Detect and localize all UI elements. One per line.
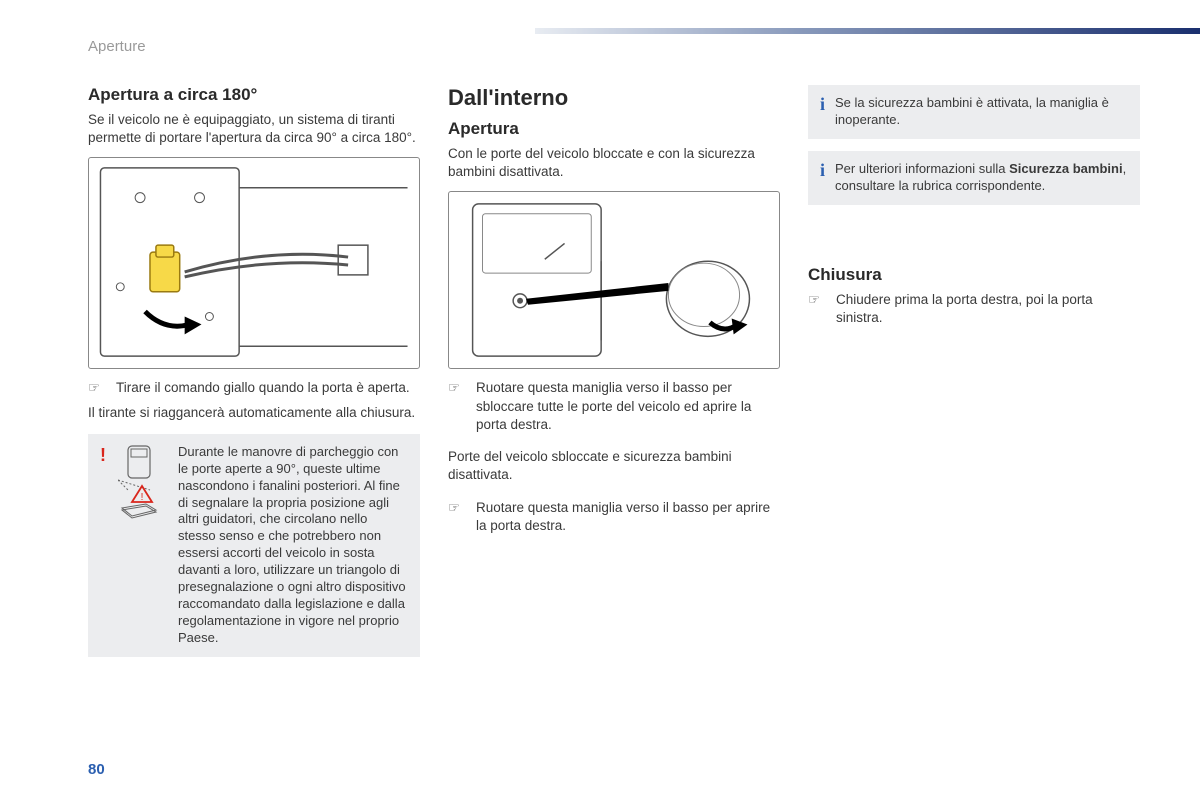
pointer-icon: ☞ [808,291,826,327]
figure-handle [448,191,780,369]
warning-text: Durante le manovre di parcheggio con le … [178,444,408,647]
header-gradient-bar [535,28,1200,34]
pointer-icon: ☞ [448,499,466,535]
col2-bullet-2-text: Ruotare questa maniglia verso il basso p… [476,499,780,535]
col2-h2: Dall'interno [448,85,780,111]
section-label: Aperture [88,38,146,55]
col1-intro: Se il veicolo ne è equipaggiato, un sist… [88,111,420,147]
col2-mid: Porte del veicolo sbloccate e sicurezza … [448,448,780,484]
warning-callout: ! ! Durante le manovre di parcheggio con… [88,434,420,657]
info-icon: i [820,161,825,195]
info2-pre: Per ulteriori informazioni sulla [835,161,1009,176]
col3-bullet-1: ☞ Chiudere prima la porta destra, poi la… [808,291,1140,327]
col3-h3: Chiusura [808,265,1140,285]
column-1: Apertura a circa 180° Se il veicolo ne è… [88,85,420,669]
col2-intro: Con le porte del veicolo bloccate e con … [448,145,780,181]
info1-text: Se la sicurezza bambini è attivata, la m… [835,95,1128,129]
col2-bullet-1: ☞ Ruotare questa maniglia verso il basso… [448,379,780,434]
info-icon: i [820,95,825,129]
page-number: 80 [88,761,105,778]
column-3: i Se la sicurezza bambini è attivata, la… [808,85,1140,669]
col1-bullet-1-text: Tirare il comando giallo quando la porta… [116,379,420,397]
info2-text: Per ulteriori informazioni sulla Sicurez… [835,161,1128,195]
warning-pictogram: ! [116,444,162,524]
col2-h3: Apertura [448,119,780,139]
col3-bullet-1-text: Chiudere prima la porta destra, poi la p… [836,291,1140,327]
column-2: Dall'interno Apertura Con le porte del v… [448,85,780,669]
pointer-icon: ☞ [88,379,106,397]
svg-text:!: ! [141,492,144,503]
col1-bullet-1: ☞ Tirare il comando giallo quando la por… [88,379,420,397]
info-callout-1: i Se la sicurezza bambini è attivata, la… [808,85,1140,139]
info-callout-2: i Per ulteriori informazioni sulla Sicur… [808,151,1140,205]
col1-after: Il tirante si riaggancerà automaticament… [88,404,420,422]
content-columns: Apertura a circa 180° Se il veicolo ne è… [88,85,1140,669]
col2-bullet-2: ☞ Ruotare questa maniglia verso il basso… [448,499,780,535]
warning-icon: ! [100,446,106,464]
col1-heading: Apertura a circa 180° [88,85,420,105]
col2-bullet-1-text: Ruotare questa maniglia verso il basso p… [476,379,780,434]
figure-door-hinge [88,157,420,369]
pointer-icon: ☞ [448,379,466,434]
info2-bold: Sicurezza bambini [1009,161,1122,176]
